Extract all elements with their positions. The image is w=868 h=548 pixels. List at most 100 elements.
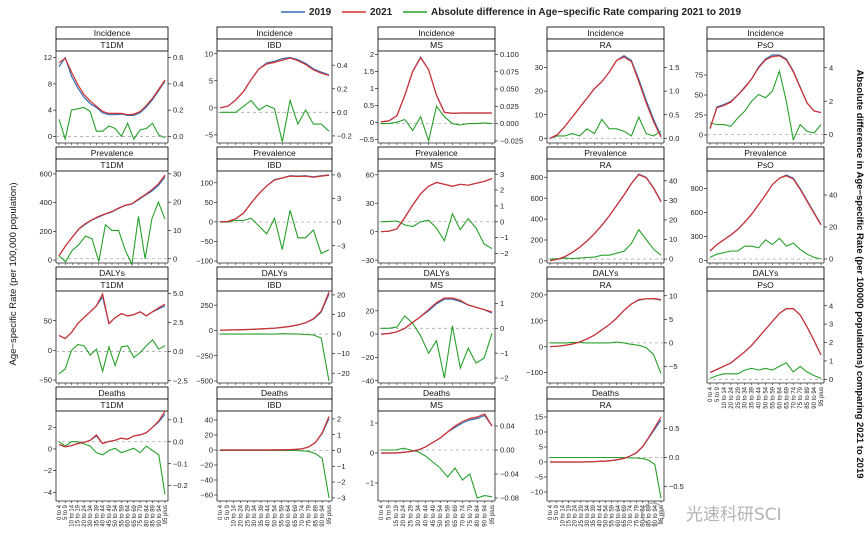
left-tick-label: −0.5 [359, 135, 374, 144]
left-tick-label: −100 [196, 257, 213, 266]
right-tick-label: 0.4 [337, 61, 347, 70]
x-tick-label: 35 to 39 [259, 504, 265, 526]
series-line-difference [58, 106, 166, 142]
x-tick-label: 20 to 24 [729, 386, 735, 408]
left-tick-label: −30 [361, 256, 374, 265]
x-tick-label: 50 to 54 [764, 386, 770, 408]
x-tick-label: 35 to 39 [591, 504, 597, 526]
x-tick-label: 55 to 59 [610, 504, 616, 526]
strip-disease-label: IBD [267, 40, 281, 50]
strip-measure-label: Deaths [99, 388, 126, 398]
right-tick-label: 1.5 [669, 63, 679, 72]
strip-measure-label: Prevalence [584, 148, 627, 158]
series-line-2021 [709, 175, 822, 252]
right-tick-label: 10 [669, 235, 677, 244]
left-tick-label: 0 [48, 445, 52, 454]
left-tick-label: 2 [370, 50, 374, 59]
strip-measure-label: Incidence [747, 28, 784, 38]
x-tick-label: 55 to 59 [279, 504, 285, 526]
left-tick-label: 1 [370, 419, 374, 428]
strip-disease-label: T1DM [100, 40, 123, 50]
right-tick-label: 0.2 [337, 84, 347, 93]
x-tick-label: 50 to 54 [438, 504, 444, 526]
right-tick-label: 0.000 [500, 119, 519, 128]
panel-dalys-ibd: DALYs IBD −500 −250 0 250 −20 −10 0 10 20 [196, 266, 350, 386]
left-tick-label: 15 [535, 413, 543, 422]
left-tick-label: −250 [196, 351, 213, 360]
series-line-2021 [381, 413, 493, 454]
strip-disease-incidence-t1dm [55, 38, 169, 52]
strip-disease-label: RA [600, 160, 612, 170]
strip-disease-deaths-ibd [216, 398, 333, 412]
right-tick-label: 40 [669, 176, 677, 185]
left-tick-label: 2 [48, 423, 52, 432]
series-line-difference [58, 339, 166, 375]
x-tick-label: 95 plus [819, 387, 825, 406]
right-tick-label: 0 [337, 330, 341, 339]
x-tick-label: 20 to 24 [573, 504, 579, 526]
left-tick-label: 50 [205, 198, 213, 207]
x-tick-label: 30 to 34 [252, 504, 258, 526]
right-tick-label: 10 [173, 226, 181, 235]
x-tick-label: 5 to 9 [386, 504, 392, 520]
right-tick-label: 0.025 [500, 102, 519, 111]
x-tick-label: 15 to 19 [567, 504, 573, 526]
series-line-difference [381, 315, 493, 379]
series-line-2021 [549, 56, 662, 139]
legend-label-2019: 2019 [309, 7, 332, 18]
x-tick-label: 65 to 69 [293, 504, 299, 526]
left-tick-label: −5 [204, 130, 213, 139]
right-tick-label: 0.6 [173, 53, 183, 62]
strip-measure-label: Incidence [256, 28, 293, 38]
right-tick-label: 0 [829, 255, 833, 264]
x-tick-label: 55 to 59 [770, 386, 776, 408]
x-tick-label: 40 to 44 [757, 386, 763, 408]
series-line-2021 [219, 174, 330, 223]
x-tick-label: 15 to 19 [394, 504, 400, 526]
left-tick-label: 0 [370, 118, 374, 127]
left-tick-label: 400 [530, 215, 543, 224]
strip-disease-dalys-ms [377, 278, 496, 292]
right-tick-label: −0.2 [173, 481, 188, 490]
right-tick-label: 0.5 [669, 424, 679, 433]
series-line-2021 [219, 291, 330, 331]
left-tick-label: 0 [370, 330, 374, 339]
strip-disease-incidence-ms [377, 38, 496, 52]
right-tick-label: −2 [500, 249, 509, 258]
strip-disease-label: MS [430, 40, 443, 50]
panel-dalys-ms: DALYs MS −40 −20 0 20 −2 −1 0 1 [361, 266, 509, 385]
strip-disease-dalys-pso [706, 278, 825, 292]
series-line-difference [709, 362, 822, 379]
left-tick-label: 50 [44, 316, 52, 325]
strip-disease-label: MS [430, 160, 443, 170]
right-tick-label: −3 [337, 493, 346, 502]
panel-incidence-ibd: Incidence IBD −5 0 5 10 −0.2 0.0 0.2 0.4 [204, 26, 352, 145]
right-tick-label: −2 [500, 374, 509, 383]
x-tick-label: 75 to 79 [468, 504, 474, 526]
left-tick-label: −1 [365, 479, 374, 488]
right-tick-label: −1 [500, 349, 509, 358]
left-tick-label: 250 [200, 301, 213, 310]
left-tick-label: 50 [695, 91, 703, 100]
x-tick-label: 85 to 89 [313, 504, 319, 526]
strip-measure-label: DALYs [593, 268, 619, 278]
x-tick-label: 0 to 4 [218, 504, 224, 520]
left-tick-label: 800 [530, 173, 543, 182]
left-tick-label: 4 [48, 106, 52, 115]
x-tick-label: 95 plus [163, 505, 169, 524]
series-line-2019 [58, 56, 166, 116]
left-tick-label: 600 [530, 194, 543, 203]
right-tick-label: 1.0 [669, 87, 679, 96]
strip-measure-label: DALYs [424, 268, 450, 278]
x-tick-label: 10 to 14 [722, 386, 728, 408]
right-tick-label: 20 [669, 216, 677, 225]
left-tick-label: 10 [535, 428, 543, 437]
x-tick-label: 0 to 4 [548, 504, 554, 520]
strip-measure-label: Prevalence [744, 148, 787, 158]
strip-disease-label: PsO [757, 40, 774, 50]
left-tick-label: −4 [43, 488, 52, 497]
x-tick-label: 40 to 44 [101, 504, 107, 526]
strip-disease-incidence-ra [546, 38, 665, 52]
panel-dalys-ra: DALYs RA −100 0 100 200 −5 0 5 10 [526, 266, 678, 385]
strip-disease-prevalence-pso [706, 158, 825, 172]
